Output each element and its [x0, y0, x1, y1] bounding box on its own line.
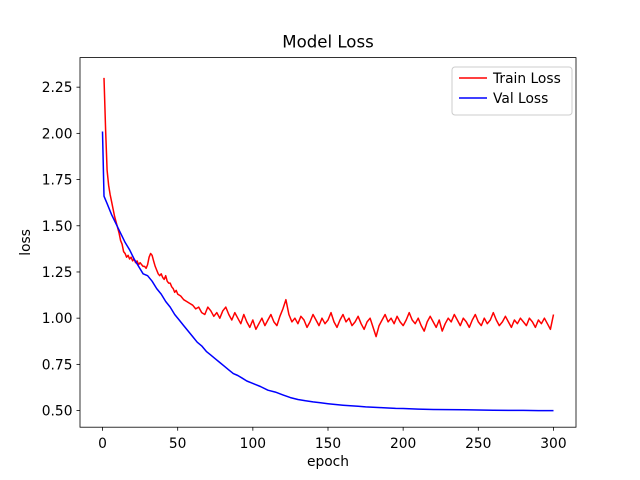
x-tick-label: 250 [465, 436, 491, 452]
x-tick-label: 200 [390, 436, 416, 452]
y-tick-label: 1.75 [42, 173, 73, 189]
legend: Train Loss Val Loss [451, 66, 573, 116]
legend-box [451, 66, 573, 116]
y-axis-label: loss [18, 229, 34, 256]
legend-label-val-loss: Val Loss [493, 91, 548, 107]
y-tick-label: 0.50 [42, 404, 73, 420]
y-tick-label: 0.75 [42, 357, 73, 373]
y-tick-label: 1.25 [42, 265, 73, 281]
train-loss-line [103, 77, 555, 338]
x-tick-label: 300 [540, 436, 566, 452]
plot-background [80, 57, 576, 428]
x-tick-label: 100 [240, 436, 266, 452]
x-tick-label: 0 [98, 436, 107, 452]
val-loss-line [101, 131, 554, 412]
chart-title: Model Loss [282, 33, 374, 52]
x-tick-label: 50 [169, 436, 187, 452]
x-tick-label: 150 [315, 436, 341, 452]
plot-area: 0 50 100 150 200 250 300 0.50 0.75 1.00 1.25 1.50 1.… [42, 57, 577, 452]
x-axis-label: epoch [307, 454, 349, 470]
y-tick-label: 1.50 [42, 219, 73, 235]
legend-label-train-loss: Train Loss [492, 71, 561, 87]
y-tick-label: 2.00 [42, 126, 73, 142]
y-tick-label: 1.00 [42, 311, 73, 327]
y-tick-label: 2.25 [42, 80, 73, 96]
